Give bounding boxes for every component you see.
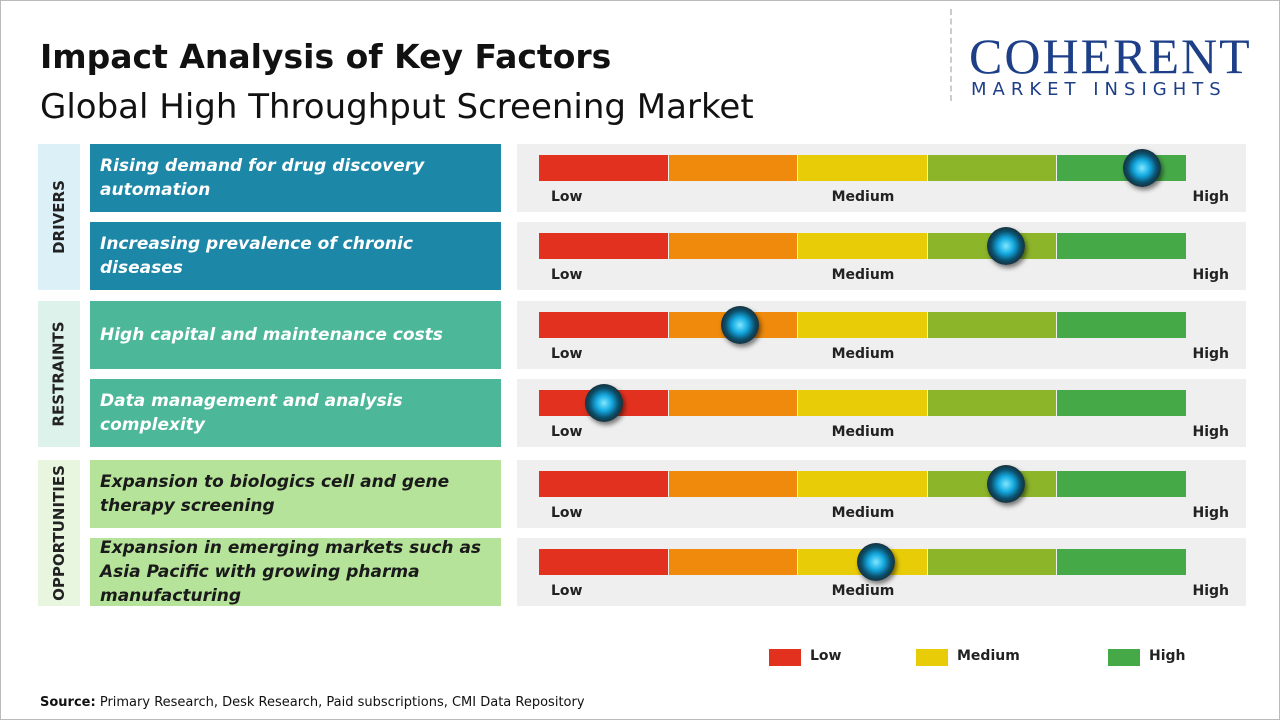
source-label: Source: — [40, 695, 96, 710]
gauge-segment — [1057, 312, 1186, 338]
scale-label: High — [1192, 424, 1229, 440]
title: Impact Analysis of Key Factors — [40, 37, 612, 76]
scale-label: Medium — [831, 424, 895, 440]
scale-label: Low — [551, 583, 583, 599]
group-band: OPPORTUNITIES — [38, 460, 80, 606]
gauge-segment — [539, 549, 668, 575]
gauge-segment — [927, 312, 1057, 338]
scale-label: Low — [551, 267, 583, 283]
gauge-segment — [539, 233, 668, 259]
scale-label: Medium — [831, 583, 895, 599]
gauge-segment — [1057, 155, 1186, 181]
divider — [950, 9, 952, 101]
scale-label: Low — [551, 424, 583, 440]
gauge-segment — [668, 471, 798, 497]
scale-label: High — [1192, 267, 1229, 283]
impact-knob — [986, 227, 1025, 265]
group-band: DRIVERS — [38, 144, 80, 290]
factor-label: High capital and maintenance costs — [90, 301, 501, 369]
legend-label: High — [1149, 648, 1186, 664]
gauge-segment — [539, 155, 668, 181]
scale-label: Low — [551, 505, 583, 521]
gauge-segment — [798, 471, 927, 497]
scale-label: Low — [551, 346, 583, 362]
legend-swatch — [769, 649, 801, 666]
gauge-segment — [668, 233, 798, 259]
scale-label: Medium — [831, 267, 895, 283]
scale-label: Low — [551, 189, 583, 205]
scale-label: High — [1192, 583, 1229, 599]
group-name: RESTRAINTS — [50, 321, 69, 427]
gauge-segment — [798, 312, 927, 338]
legend-label: Low — [810, 648, 842, 664]
source: Source: Primary Research, Desk Research,… — [40, 695, 585, 710]
legend-label: Medium — [957, 648, 1020, 664]
group-name: DRIVERS — [50, 180, 69, 254]
scale-label: High — [1192, 505, 1229, 521]
group-name: OPPORTUNITIES — [50, 465, 68, 601]
impact-knob — [1122, 149, 1161, 187]
gauge-segment — [539, 471, 668, 497]
gauge-segment — [1057, 549, 1186, 575]
gauge-segment — [798, 390, 927, 416]
gauge-segment — [1057, 471, 1186, 497]
gauge-segment — [668, 549, 798, 575]
impact-knob — [584, 384, 623, 422]
gauge-segment — [798, 233, 927, 259]
gauge-segment — [927, 155, 1057, 181]
legend-swatch — [916, 649, 948, 666]
impact-knob — [720, 306, 759, 344]
source-text: Primary Research, Desk Research, Paid su… — [99, 695, 585, 710]
factor-label: Increasing prevalence of chronic disease… — [90, 222, 501, 290]
scale-label: Medium — [831, 505, 895, 521]
gauge-segment — [539, 312, 668, 338]
impact-knob — [856, 543, 895, 581]
gauge-segment — [1057, 233, 1186, 259]
factor-label: Expansion in emerging markets such as As… — [90, 538, 501, 606]
subtitle: Global High Throughput Screening Market — [40, 87, 754, 127]
factor-label: Data management and analysis complexity — [90, 379, 501, 447]
gauge-segment — [927, 390, 1057, 416]
scale-label: High — [1192, 346, 1229, 362]
impact-knob — [986, 465, 1025, 503]
gauge-segment — [668, 390, 798, 416]
factor-label: Rising demand for drug discovery automat… — [90, 144, 501, 212]
scale-label: Medium — [831, 346, 895, 362]
gauge-segment — [798, 155, 927, 181]
logo-tagline: MARKET INSIGHTS — [971, 79, 1227, 100]
scale-label: High — [1192, 189, 1229, 205]
logo-name: COHERENT — [969, 28, 1252, 84]
gauge-segment — [927, 549, 1057, 575]
factor-label: Expansion to biologics cell and gene the… — [90, 460, 501, 528]
group-band: RESTRAINTS — [38, 301, 80, 447]
legend-swatch — [1108, 649, 1140, 666]
gauge-segment — [1057, 390, 1186, 416]
gauge-segment — [668, 155, 798, 181]
scale-label: Medium — [831, 189, 895, 205]
